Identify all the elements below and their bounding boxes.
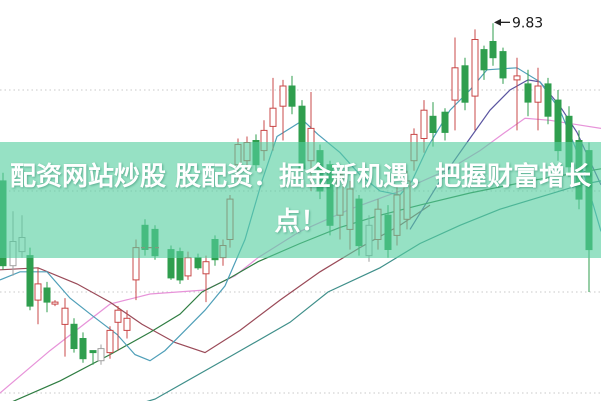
candle-body xyxy=(194,257,202,269)
candle-body xyxy=(384,214,392,250)
candle-body xyxy=(79,338,87,360)
candle-body xyxy=(513,75,521,81)
candle-body xyxy=(114,309,122,323)
candle-body xyxy=(43,287,51,303)
candle-body xyxy=(326,164,334,226)
price-annotation: 9.83 xyxy=(512,15,543,31)
candle-body xyxy=(554,99,562,152)
candle-body xyxy=(132,247,140,281)
candle-body xyxy=(410,133,418,162)
candle-body xyxy=(336,174,344,216)
candle-body xyxy=(585,150,593,251)
candle-body xyxy=(252,140,260,166)
candle-body xyxy=(202,261,210,275)
candle-body xyxy=(461,65,469,103)
candle-body xyxy=(575,140,583,200)
candle-body xyxy=(355,198,363,247)
candle-body xyxy=(279,85,287,107)
candle-body xyxy=(480,49,488,71)
candle-body xyxy=(211,239,219,261)
candle-body xyxy=(184,257,192,277)
candle-body xyxy=(89,350,97,354)
candle-body xyxy=(393,194,401,236)
candle-body xyxy=(307,127,315,162)
candle-body xyxy=(219,245,227,259)
candle-body xyxy=(489,41,497,59)
candle-body xyxy=(429,115,437,134)
candle-body xyxy=(471,39,479,97)
candle-body xyxy=(34,283,42,301)
candle-body xyxy=(234,144,242,166)
candle-body xyxy=(288,85,296,107)
candle-body xyxy=(403,180,411,220)
candle-body xyxy=(374,208,382,240)
candle-body xyxy=(167,249,175,279)
candle-body xyxy=(151,228,159,257)
candle-body xyxy=(97,348,105,362)
candle-body xyxy=(534,85,542,103)
candle-body xyxy=(226,198,234,241)
candle-body xyxy=(123,317,131,331)
candle-body xyxy=(106,329,114,354)
candle-body xyxy=(176,251,184,281)
candle-body xyxy=(499,51,507,79)
candle-body xyxy=(243,142,251,162)
candle-body xyxy=(316,150,324,192)
candle-body xyxy=(346,188,354,230)
candle-body xyxy=(26,255,34,307)
candle-body xyxy=(524,83,532,103)
candle-body xyxy=(544,83,552,117)
candle-body xyxy=(9,241,17,267)
candle-body xyxy=(70,323,78,349)
candle-body xyxy=(18,237,26,253)
candle-body xyxy=(61,307,69,325)
candle-body xyxy=(269,107,277,127)
candle-body xyxy=(260,129,268,152)
candle-body xyxy=(51,301,59,305)
candle-body xyxy=(420,109,428,139)
annotation-arrow-icon xyxy=(494,18,501,26)
candle-body xyxy=(365,224,373,257)
candle-body xyxy=(441,111,449,133)
candle-body xyxy=(0,180,7,267)
candle-body xyxy=(141,224,149,251)
candle-body xyxy=(565,115,573,168)
candle-body xyxy=(451,67,459,101)
candle-body xyxy=(298,105,306,170)
